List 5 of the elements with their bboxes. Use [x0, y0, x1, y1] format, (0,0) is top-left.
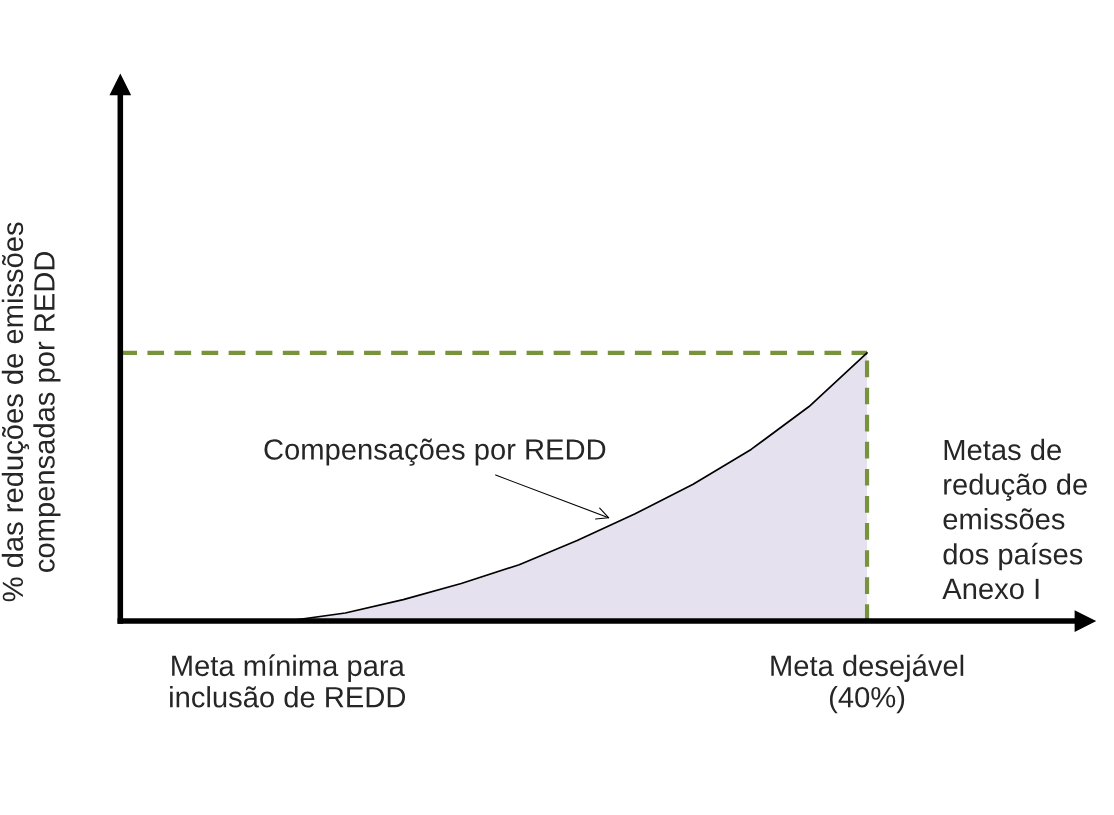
annotation: Compensações por REDD — [264, 438, 606, 466]
x-axis-title: Metas de redução de emissões dos países Anexo I — [942, 438, 1087, 600]
x-tick-label: Meta desejável (40%) — [771, 654, 964, 714]
y-axis-title: % das reduções de emissões compensadas por REDD — [1, 222, 61, 602]
x-tick-label: Meta mínima para inclusão de REDD — [170, 654, 406, 708]
